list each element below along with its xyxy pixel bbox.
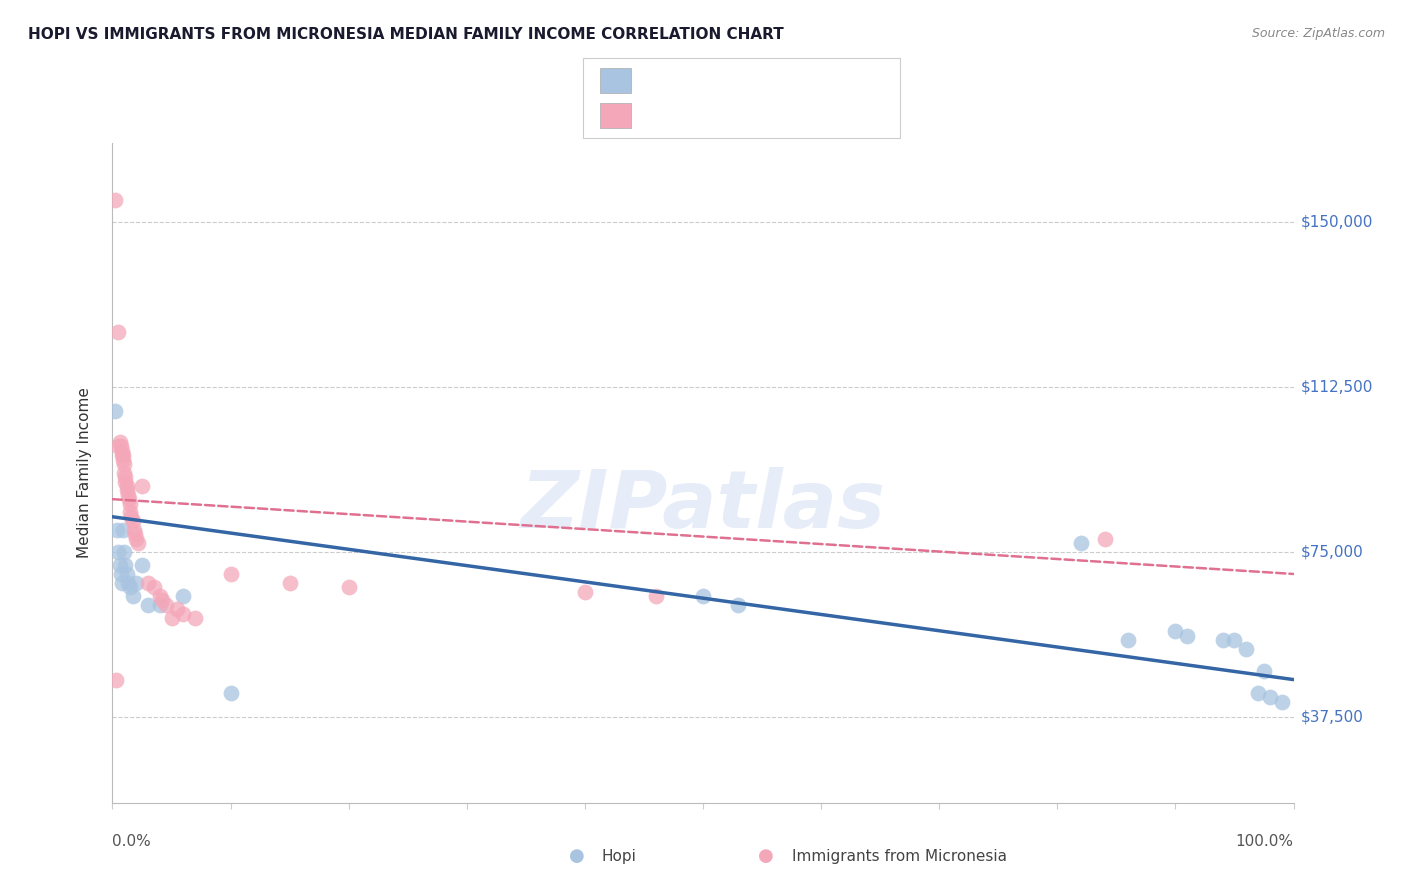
Text: $150,000: $150,000 — [1301, 214, 1372, 229]
Text: ZIPatlas: ZIPatlas — [520, 467, 886, 545]
Point — [155, 598, 177, 612]
Point — [111, 448, 134, 462]
Point — [142, 580, 165, 594]
Point — [727, 598, 749, 612]
Point — [112, 452, 135, 467]
Text: Immigrants from Micronesia: Immigrants from Micronesia — [792, 849, 1007, 863]
Point — [112, 523, 135, 537]
Point — [131, 558, 153, 573]
Point — [149, 598, 172, 612]
Point — [107, 439, 129, 453]
Point — [1247, 686, 1270, 700]
Point — [1253, 664, 1275, 678]
Point — [121, 514, 143, 528]
Text: ●: ● — [568, 847, 585, 865]
Point — [112, 545, 135, 559]
Point — [112, 466, 135, 480]
Point — [118, 492, 141, 507]
Point — [219, 686, 242, 700]
Point — [160, 611, 183, 625]
Point — [1094, 532, 1116, 546]
Point — [124, 527, 146, 541]
Point — [125, 532, 148, 546]
Text: $75,000: $75,000 — [1301, 544, 1364, 559]
Point — [125, 575, 148, 590]
Point — [1212, 632, 1234, 647]
Text: 0.0%: 0.0% — [112, 834, 152, 849]
Point — [110, 566, 132, 581]
Point — [1164, 624, 1187, 639]
Point — [111, 443, 134, 458]
Point — [120, 497, 142, 511]
Point — [115, 483, 138, 498]
Point — [114, 475, 136, 489]
Point — [1223, 632, 1246, 647]
Point — [110, 439, 132, 453]
Text: Source: ZipAtlas.com: Source: ZipAtlas.com — [1251, 27, 1385, 40]
Text: N =: N = — [758, 71, 806, 89]
Point — [105, 523, 128, 537]
Point — [127, 536, 149, 550]
Point — [1271, 695, 1294, 709]
Point — [219, 566, 242, 581]
Point — [108, 558, 131, 573]
Point — [166, 602, 188, 616]
Point — [692, 589, 714, 603]
Point — [105, 673, 128, 687]
Point — [278, 575, 301, 590]
Point — [117, 575, 139, 590]
Point — [112, 457, 135, 471]
Point — [172, 589, 194, 603]
Text: R =: R = — [637, 107, 673, 125]
Text: $37,500: $37,500 — [1301, 709, 1364, 724]
Point — [120, 505, 142, 519]
Point — [1070, 536, 1092, 550]
Point — [121, 589, 143, 603]
Text: 42: 42 — [806, 107, 830, 125]
Text: -0.106: -0.106 — [682, 107, 741, 125]
Point — [122, 523, 145, 537]
Text: 100.0%: 100.0% — [1236, 834, 1294, 849]
Point — [149, 589, 172, 603]
Point — [115, 479, 138, 493]
Point — [112, 448, 135, 462]
Text: R =: R = — [637, 71, 673, 89]
Point — [337, 580, 360, 594]
Point — [107, 545, 129, 559]
Point — [136, 575, 159, 590]
Point — [1116, 632, 1139, 647]
Point — [111, 575, 134, 590]
Point — [644, 589, 666, 603]
Point — [184, 611, 207, 625]
Point — [120, 580, 142, 594]
Y-axis label: Median Family Income: Median Family Income — [77, 387, 91, 558]
Point — [1175, 629, 1198, 643]
Point — [172, 607, 194, 621]
Text: -0.636: -0.636 — [682, 71, 741, 89]
Point — [114, 470, 136, 484]
Point — [120, 509, 142, 524]
Point — [104, 193, 127, 207]
Text: $112,500: $112,500 — [1301, 379, 1372, 394]
Text: ●: ● — [758, 847, 775, 865]
Point — [115, 566, 138, 581]
Point — [131, 479, 153, 493]
Point — [1258, 690, 1281, 705]
Text: Hopi: Hopi — [602, 849, 637, 863]
Text: HOPI VS IMMIGRANTS FROM MICRONESIA MEDIAN FAMILY INCOME CORRELATION CHART: HOPI VS IMMIGRANTS FROM MICRONESIA MEDIA… — [28, 27, 785, 42]
Point — [114, 558, 136, 573]
Point — [150, 593, 173, 607]
Point — [107, 325, 129, 339]
Text: 27: 27 — [806, 71, 830, 89]
Text: N =: N = — [758, 107, 806, 125]
Point — [1234, 641, 1257, 656]
Point — [574, 584, 596, 599]
Point — [136, 598, 159, 612]
Point — [108, 434, 131, 449]
Point — [117, 488, 139, 502]
Point — [104, 404, 127, 418]
